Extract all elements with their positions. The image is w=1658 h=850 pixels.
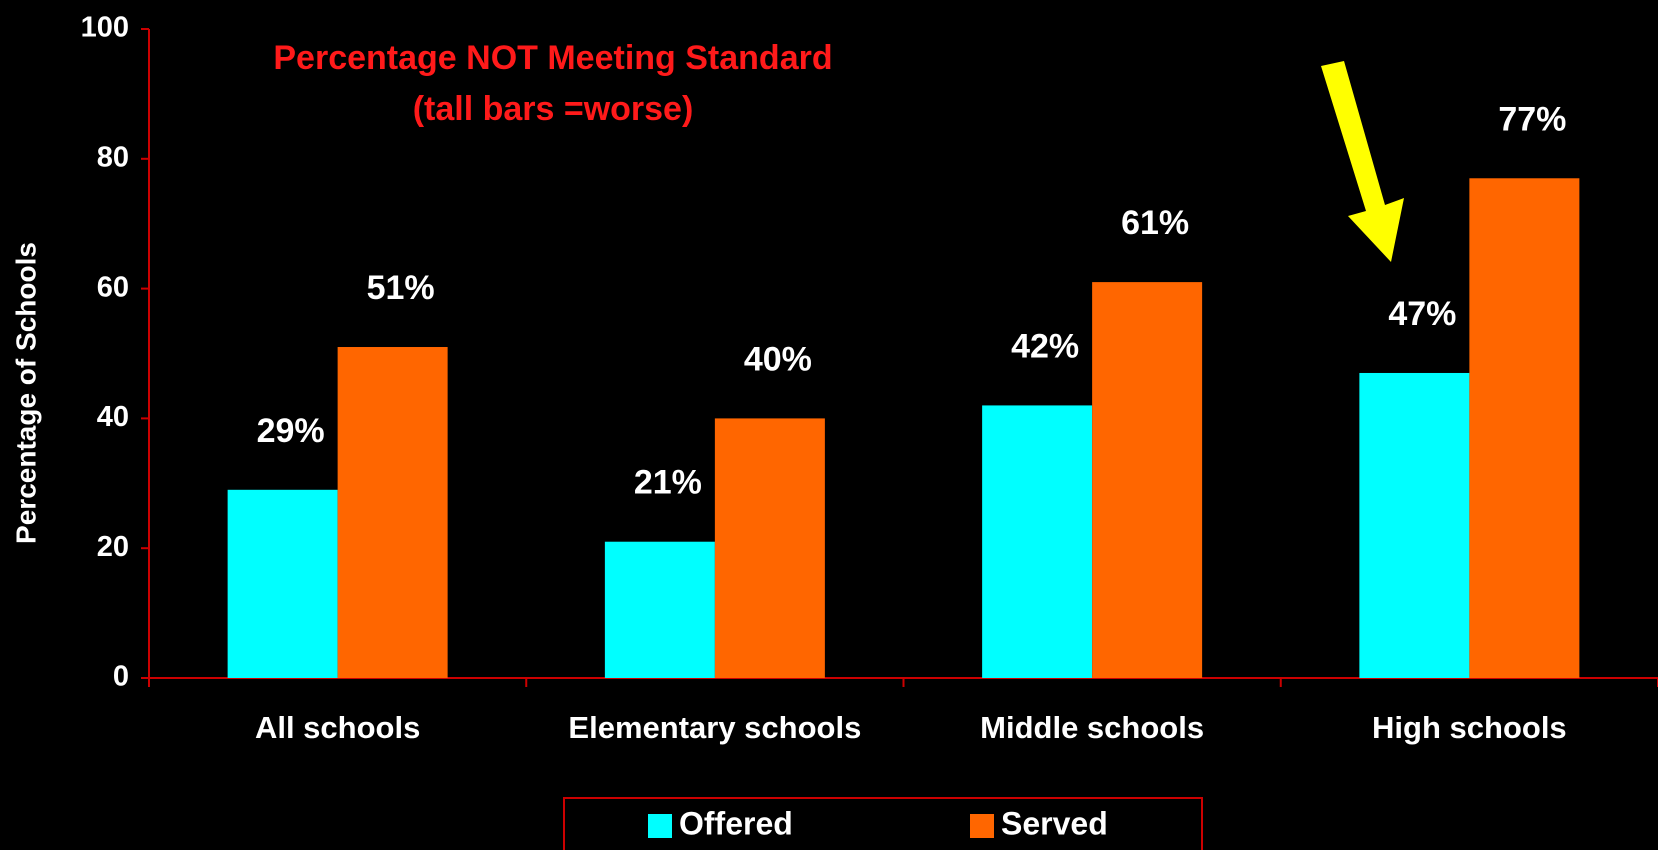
value-label: 29% — [257, 412, 325, 450]
legend-label: Offered — [679, 805, 793, 841]
legend-label: Served — [1001, 805, 1108, 841]
x-tick-label: Elementary schools — [568, 710, 861, 745]
chart-title: Percentage NOT Meeting Standard — [273, 39, 832, 77]
value-label: 51% — [367, 269, 435, 307]
bar — [1092, 282, 1203, 678]
value-label: 42% — [1011, 327, 1079, 365]
value-label: 77% — [1498, 100, 1566, 138]
legend-swatch — [970, 814, 994, 838]
y-tick-label: 20 — [97, 531, 129, 563]
chart-subtitle: (tall bars =worse) — [413, 90, 694, 128]
y-tick-label: 80 — [97, 141, 129, 173]
value-label: 21% — [634, 464, 702, 502]
legend-box — [563, 797, 1203, 850]
x-tick-label: Middle schools — [980, 710, 1204, 745]
bar — [1469, 178, 1580, 678]
value-label: 40% — [744, 340, 812, 378]
x-tick-label: All schools — [255, 710, 420, 745]
bar — [337, 347, 448, 678]
y-tick-label: 40 — [97, 401, 129, 433]
x-tick-label: High schools — [1372, 710, 1567, 745]
bar — [1359, 372, 1470, 678]
bar — [714, 418, 825, 678]
legend-swatch — [648, 814, 672, 838]
y-tick-label: 100 — [81, 12, 129, 44]
bar — [982, 405, 1093, 678]
y-axis-label: Percentage of Schools — [10, 242, 41, 544]
y-tick-label: 0 — [113, 661, 129, 693]
bar — [227, 489, 338, 678]
value-label: 47% — [1388, 295, 1456, 333]
bar — [604, 541, 715, 678]
value-label: 61% — [1121, 204, 1189, 242]
arrow — [1321, 61, 1404, 262]
y-tick-label: 60 — [97, 271, 129, 303]
